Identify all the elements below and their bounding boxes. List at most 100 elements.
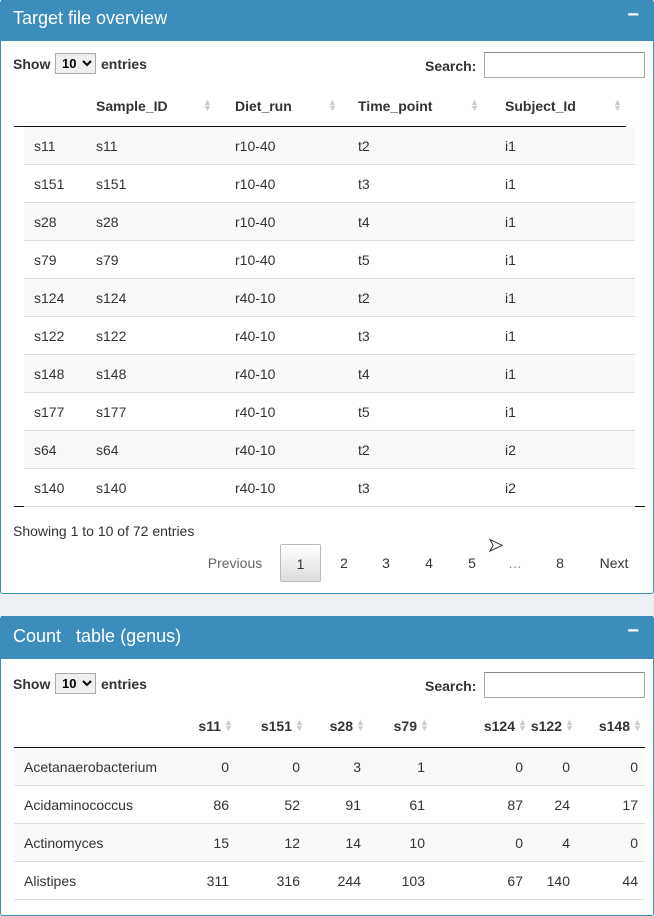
table-cell: r40-10 xyxy=(235,290,276,306)
count-cell: 0 xyxy=(515,835,523,851)
collapse-button[interactable]: − xyxy=(627,4,639,26)
column-header-s11[interactable]: s11 xyxy=(198,718,221,734)
table-cell: i1 xyxy=(505,328,516,344)
count-cell: 244 xyxy=(337,873,361,889)
column-header-diet_run[interactable]: Diet_run xyxy=(235,98,292,114)
box-title: Target file overview xyxy=(13,8,168,28)
count-cell: 140 xyxy=(546,873,570,889)
table-info: Showing 1 to 10 of 72 entries xyxy=(13,523,195,539)
column-header-s79[interactable]: s79 xyxy=(393,718,417,734)
table-cell: r40-10 xyxy=(235,366,276,382)
sort-icon: ▲ ▼ xyxy=(518,717,527,733)
column-header-time_point[interactable]: Time_point xyxy=(358,98,433,114)
table-cell: s151 xyxy=(34,176,65,192)
entries-length-select[interactable]: 10 xyxy=(55,53,96,74)
column-header-s124[interactable]: s124 xyxy=(483,718,515,734)
table-cell: i1 xyxy=(505,404,516,420)
count-cell: 61 xyxy=(409,797,425,813)
search-input[interactable] xyxy=(484,672,645,698)
table-cell: i1 xyxy=(505,366,516,382)
column-header-subject_id[interactable]: Subject_Id xyxy=(505,98,576,114)
count-cell: 0 xyxy=(562,759,570,775)
column-header-s148[interactable]: s148 xyxy=(598,718,630,734)
show-label: Show xyxy=(13,56,51,72)
pagination-page-1[interactable]: 1 xyxy=(280,544,321,582)
column-header-s122[interactable]: s122 xyxy=(530,718,562,734)
target-file-overview-box: Target file overview − Show 10 entries S… xyxy=(0,0,654,594)
pagination-page-2[interactable]: 2 xyxy=(340,555,348,571)
count-cell: 0 xyxy=(292,759,300,775)
table-cell: t4 xyxy=(358,366,370,382)
sort-icon: ▲ ▼ xyxy=(295,717,304,733)
pagination-page-3[interactable]: 3 xyxy=(382,555,390,571)
table-cell: i1 xyxy=(505,252,516,268)
sort-icon: ▲ ▼ xyxy=(613,97,622,113)
table-row: s140 s140 r40-10 t3 i2 xyxy=(24,469,635,507)
table-cell: i2 xyxy=(505,442,516,458)
table-cell: r40-10 xyxy=(235,442,276,458)
table-cell: s28 xyxy=(96,214,119,230)
entries-length-select[interactable]: 10 xyxy=(55,673,96,694)
pagination-next[interactable]: Next xyxy=(599,555,629,571)
table-cell: s64 xyxy=(96,442,119,458)
sort-icon: ▲ ▼ xyxy=(633,717,642,733)
genus-name: Acetanaerobacterium xyxy=(24,759,158,775)
table-cell: s177 xyxy=(96,404,127,420)
table-row: Acetanaerobacterium 0 0 3 1 0 0 0 xyxy=(14,748,645,786)
column-header-s28[interactable]: s28 xyxy=(329,718,353,734)
table-cell: t2 xyxy=(358,442,370,458)
table-cell: s151 xyxy=(96,176,127,192)
table-cell: s124 xyxy=(34,290,65,306)
sort-icon: ▲ ▼ xyxy=(224,717,233,733)
search-input[interactable] xyxy=(484,52,645,78)
count-cell: 1 xyxy=(417,759,425,775)
table-row: Acidaminococcus 86 52 91 61 87 24 17 xyxy=(14,786,645,824)
count-cell: 15 xyxy=(213,835,229,851)
mouse-cursor-icon: ➤ xyxy=(487,535,504,556)
table-cell: i1 xyxy=(505,214,516,230)
table-cell: s148 xyxy=(34,366,65,382)
column-header-sample_id[interactable]: Sample_ID xyxy=(96,98,168,114)
count-cell: 52 xyxy=(284,797,300,813)
table-cell: s177 xyxy=(34,404,65,420)
column-header-s151[interactable]: s151 xyxy=(260,718,292,734)
collapse-button[interactable]: − xyxy=(627,620,639,642)
count-cell: 86 xyxy=(213,797,229,813)
table-cell: t2 xyxy=(358,290,370,306)
table-cell: s64 xyxy=(34,442,57,458)
count-cell: 12 xyxy=(284,835,300,851)
table-cell: s79 xyxy=(96,252,119,268)
table-cell: s28 xyxy=(34,214,57,230)
count-cell: 316 xyxy=(276,873,300,889)
count-cell: 0 xyxy=(630,835,638,851)
table-cell: s140 xyxy=(96,480,127,496)
table-cell: i1 xyxy=(505,138,516,154)
pagination-page-5[interactable]: 5 xyxy=(468,555,476,571)
sort-icon: ▲ ▼ xyxy=(203,97,212,113)
pagination-page-8[interactable]: 8 xyxy=(556,555,564,571)
box-header: Count table (genus) − xyxy=(1,616,653,659)
table-cell: r10-40 xyxy=(235,214,276,230)
table-row: s28 s28 r10-40 t4 i1 xyxy=(24,203,635,241)
entries-label: entries xyxy=(101,56,147,72)
table-cell: s122 xyxy=(96,328,127,344)
table-cell: i2 xyxy=(505,480,516,496)
table-cell: s148 xyxy=(96,366,127,382)
table-row: s122 s122 r40-10 t3 i1 xyxy=(24,317,635,355)
table-row: s148 s148 r40-10 t4 i1 xyxy=(24,355,635,393)
pagination-page-4[interactable]: 4 xyxy=(425,555,433,571)
table-cell: t4 xyxy=(358,214,370,230)
table-cell: r10-40 xyxy=(235,138,276,154)
count-cell: 0 xyxy=(221,759,229,775)
box-header: Target file overview − xyxy=(1,0,653,41)
table-row: s11 s11 r10-40 t2 i1 xyxy=(24,127,635,165)
table-row: s79 s79 r10-40 t5 i1 xyxy=(24,241,635,279)
pagination-ellipsis: … xyxy=(508,555,522,571)
table-cell: s11 xyxy=(34,138,56,154)
table-cell: r40-10 xyxy=(235,404,276,420)
box-title: Count table (genus) xyxy=(13,626,182,646)
count-cell: 311 xyxy=(206,873,229,889)
count-table-box: Count table (genus) − Show 10 entries Se… xyxy=(0,616,654,916)
pagination-previous[interactable]: Previous xyxy=(207,555,263,571)
count-cell: 0 xyxy=(630,759,638,775)
